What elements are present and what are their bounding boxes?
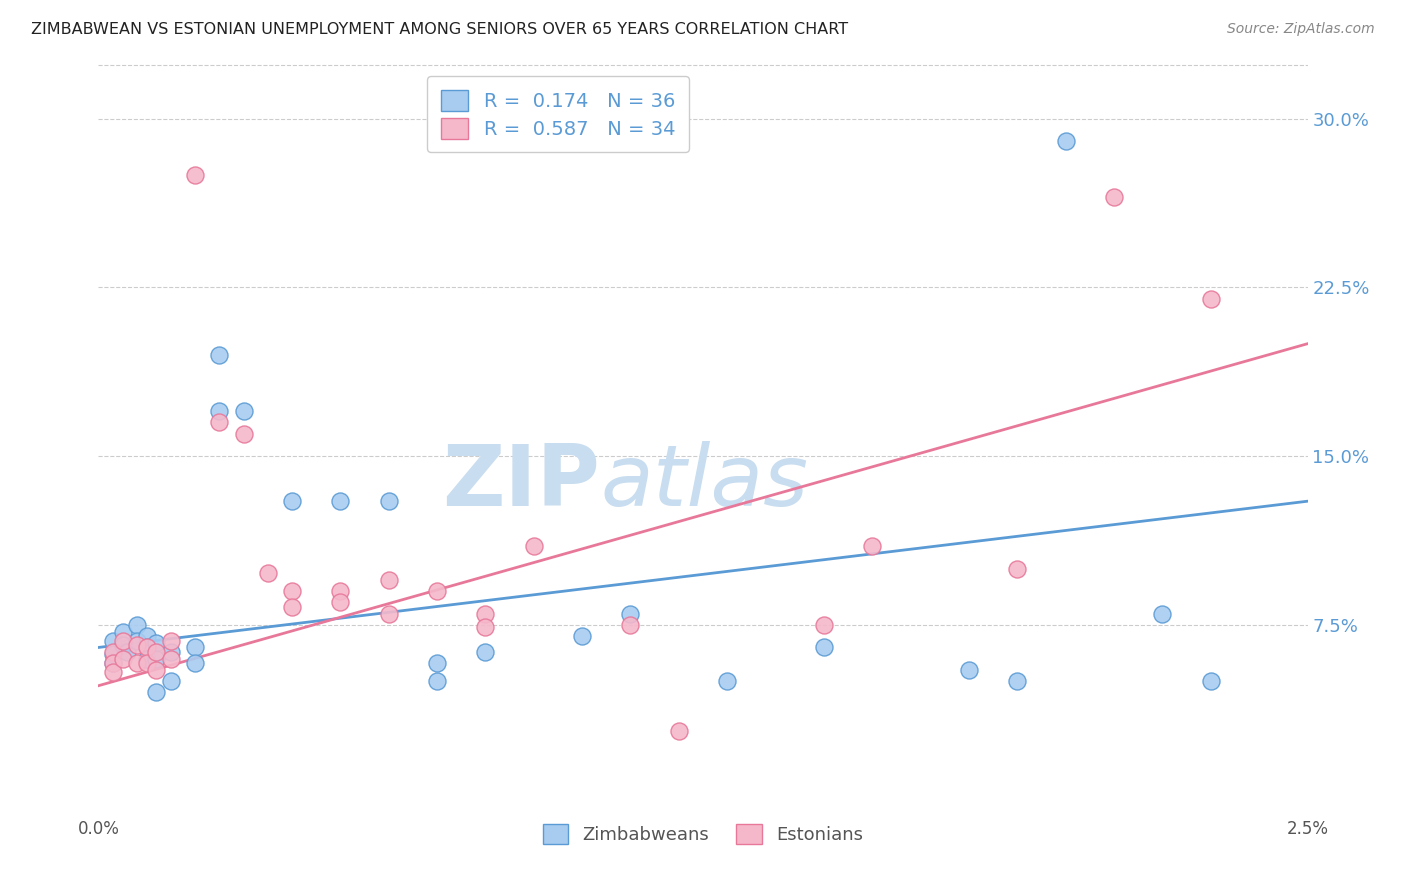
Point: [474, 645, 496, 659]
Point: [813, 640, 835, 655]
Point: [160, 651, 183, 665]
Point: [135, 651, 157, 665]
Point: [619, 618, 641, 632]
Point: [145, 645, 167, 659]
Text: Source: ZipAtlas.com: Source: ZipAtlas.com: [1227, 22, 1375, 37]
Point: [145, 663, 167, 677]
Point: [232, 404, 254, 418]
Point: [813, 618, 835, 632]
Point: [377, 607, 399, 621]
Point: [474, 607, 496, 621]
Point: [1199, 674, 1222, 689]
Point: [184, 640, 207, 655]
Point: [111, 633, 134, 648]
Point: [101, 647, 124, 661]
Point: [281, 599, 304, 614]
Point: [426, 674, 449, 689]
Point: [668, 723, 690, 738]
Point: [101, 657, 124, 671]
Point: [101, 665, 124, 680]
Point: [377, 573, 399, 587]
Point: [101, 633, 124, 648]
Point: [281, 584, 304, 599]
Point: [101, 657, 124, 671]
Point: [127, 638, 149, 652]
Point: [127, 657, 149, 671]
Point: [145, 651, 167, 665]
Point: [160, 633, 183, 648]
Point: [160, 674, 183, 689]
Point: [145, 685, 167, 699]
Point: [426, 657, 449, 671]
Point: [1054, 134, 1077, 148]
Point: [135, 640, 157, 655]
Point: [184, 168, 207, 182]
Point: [281, 494, 304, 508]
Point: [957, 663, 980, 677]
Text: ZIP: ZIP: [443, 441, 600, 524]
Point: [145, 636, 167, 650]
Point: [329, 494, 352, 508]
Point: [860, 539, 883, 553]
Point: [160, 645, 183, 659]
Point: [117, 645, 139, 659]
Point: [329, 584, 352, 599]
Legend: Zimbabweans, Estonians: Zimbabweans, Estonians: [531, 814, 875, 855]
Text: ZIMBABWEAN VS ESTONIAN UNEMPLOYMENT AMONG SENIORS OVER 65 YEARS CORRELATION CHAR: ZIMBABWEAN VS ESTONIAN UNEMPLOYMENT AMON…: [31, 22, 848, 37]
Point: [184, 657, 207, 671]
Point: [101, 645, 124, 659]
Point: [329, 595, 352, 609]
Point: [208, 348, 231, 362]
Point: [571, 629, 593, 643]
Point: [474, 620, 496, 634]
Point: [1007, 674, 1029, 689]
Point: [135, 657, 157, 671]
Point: [208, 404, 231, 418]
Point: [716, 674, 738, 689]
Point: [523, 539, 546, 553]
Text: atlas: atlas: [600, 441, 808, 524]
Point: [377, 494, 399, 508]
Point: [1199, 292, 1222, 306]
Point: [111, 651, 134, 665]
Point: [1102, 190, 1125, 204]
Point: [111, 624, 134, 639]
Point: [127, 633, 149, 648]
Point: [135, 629, 157, 643]
Point: [135, 640, 157, 655]
Point: [208, 416, 231, 430]
Point: [426, 584, 449, 599]
Point: [619, 607, 641, 621]
Point: [256, 566, 278, 581]
Point: [1007, 562, 1029, 576]
Point: [232, 426, 254, 441]
Point: [127, 618, 149, 632]
Point: [111, 638, 134, 652]
Point: [1152, 607, 1174, 621]
